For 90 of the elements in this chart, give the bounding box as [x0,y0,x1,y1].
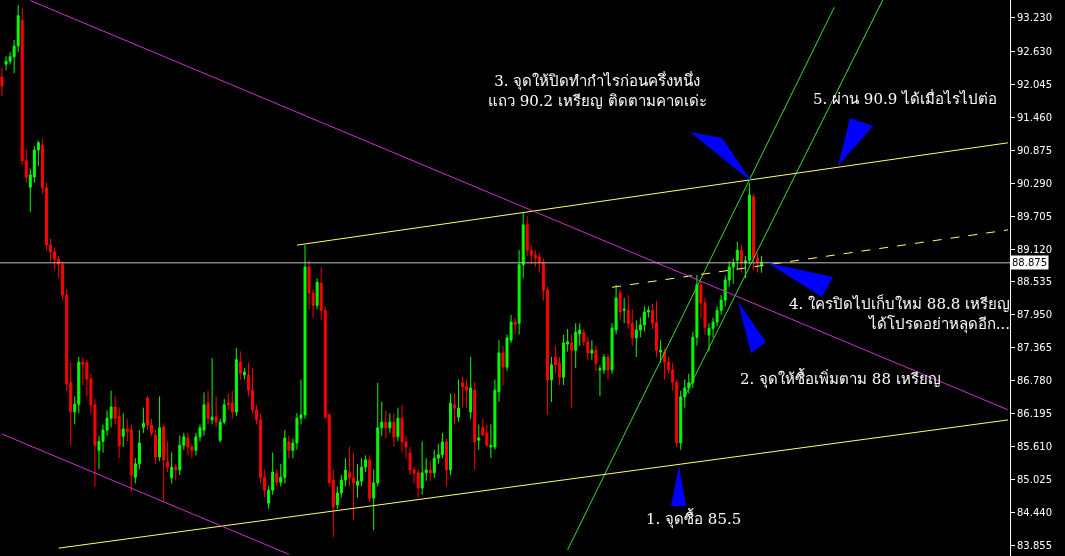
y-tick-label: 88.535 [1017,276,1052,288]
candlestick [453,393,456,425]
candlestick [606,353,610,380]
y-tick-label: 93.230 [1017,12,1052,24]
candlestick [283,429,287,484]
candlestick [622,297,626,324]
y-tick-label: 90.290 [1017,177,1052,189]
candlestick [230,390,234,420]
candlestick [760,255,764,274]
candlestick [642,305,646,333]
y-tick-label: 89.120 [1017,243,1052,255]
candlestick [234,347,238,417]
candlestick [214,395,218,428]
candlestick [537,252,541,274]
candlestick [158,395,162,462]
candlestick [444,438,448,487]
candlestick [751,193,755,271]
y-tick-label: 92.630 [1017,46,1052,58]
y-tick-label: 87.950 [1017,309,1052,321]
candlestick [186,432,190,456]
candlestick [735,241,739,271]
candlestick [396,407,400,442]
candlestick [513,317,517,335]
candlestick [202,391,206,437]
y-tick-label: 89.705 [1017,210,1052,222]
y-tick-label: 91.460 [1017,112,1052,123]
candlestick [178,435,182,476]
candlestick [420,440,424,496]
y-tick-label: 85.610 [1017,440,1052,452]
annotation: 1. จุดซื้อ 85.5 [646,508,742,529]
y-tick-label: 86.780 [1017,375,1052,387]
candlestick [634,319,638,358]
candlestick [154,429,158,465]
candlestick [0,67,4,97]
annotation: 3. จุดให้ปิดทำกำไรก่อนครึ่งหนึ่ง แถว 90.2 เหรียญ ติดตามคาดเด่ะ [488,70,707,110]
candlestick [469,356,473,420]
candlestick [448,393,452,476]
candlestick [162,423,166,503]
candlestick [655,300,658,358]
candlestick [121,412,125,448]
annotation: 5. ผ่าน 90.9 ได้เมื่อไรไปต่อ [813,88,998,108]
candlestick [174,463,178,482]
candlestick [275,468,279,487]
candlestick [287,435,291,459]
candlestick [416,468,420,499]
candlestick [570,334,574,409]
y-tick-label: 92.045 [1017,79,1052,91]
candlestick [663,348,667,380]
candlestick [457,378,461,423]
candlestick [574,322,578,369]
candlestick [485,423,489,448]
candlestick [170,452,174,484]
ref-line-label: 88.875 [1012,257,1047,268]
candlestick [400,404,404,454]
candlestick [206,390,210,425]
annotation: 4. ใครปิดไปเก็บใหม่ 88.8 เหรียญ ได้โปรดอย่าหลุดอีก... [789,294,1011,334]
candlestick [428,460,432,482]
candlestick [368,454,372,503]
candlestick [501,345,505,386]
candlestick [129,423,133,493]
candlestick [242,367,246,380]
candlestick [731,258,735,285]
candlestick [210,357,214,425]
candlestick [465,378,469,409]
candlestick [461,376,465,409]
y-tick-label: 86.195 [1017,407,1052,419]
candlestick [238,350,242,380]
y-tick-label: 90.875 [1017,144,1052,156]
candlestick [141,407,145,434]
y-tick-label: 84.440 [1017,506,1052,518]
y-tick-label: 87.365 [1017,342,1052,354]
candlestick [739,244,743,274]
candlestick [473,381,477,470]
candlestick [594,345,598,372]
candlestick [549,356,553,403]
y-tick-label: 85.025 [1017,473,1052,485]
candlestick [590,339,594,361]
annotation: 2. จุดให้ซื้อเพิ่มตาม 88 เหรียญ [740,368,941,389]
candlestick [303,244,307,420]
candlestick [707,322,711,352]
y-tick-label: 83.855 [1017,539,1052,551]
candlestick [659,339,663,364]
candlestick [4,55,8,71]
candlestick [618,289,622,321]
candlestick [384,409,388,439]
candlestick [166,440,170,473]
candlestick [477,423,481,451]
candlestick [388,412,392,434]
candlestick [315,277,319,310]
candlestick [392,412,396,448]
